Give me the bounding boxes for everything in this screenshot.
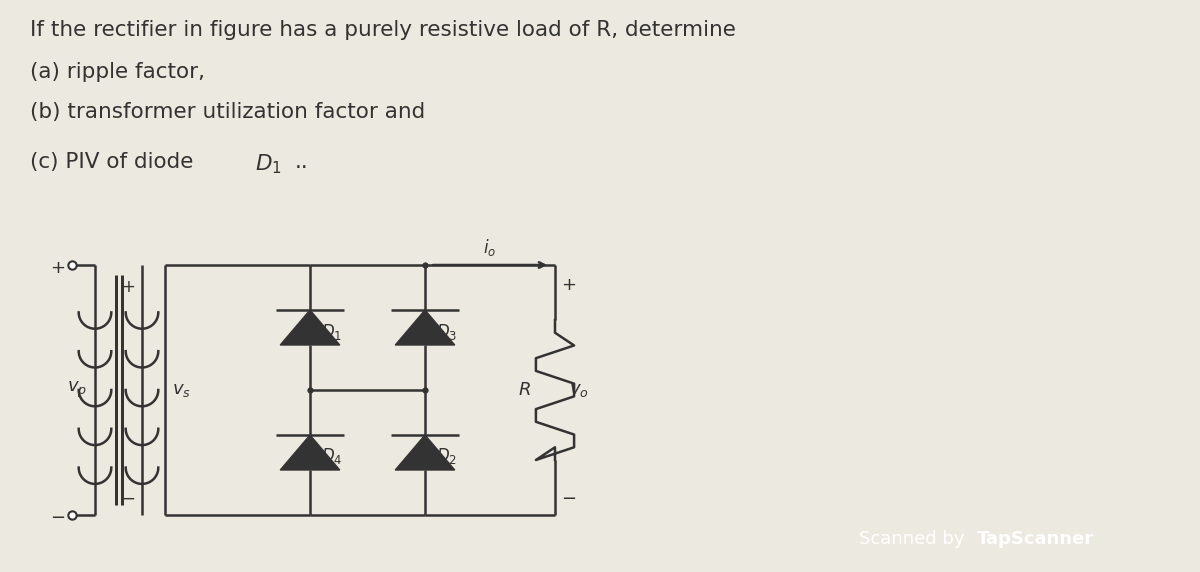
- Text: +: +: [121, 278, 134, 296]
- Text: $D_3$: $D_3$: [436, 321, 457, 341]
- Text: (b) transformer utilization factor and: (b) transformer utilization factor and: [30, 102, 425, 122]
- Text: −: −: [50, 509, 66, 527]
- Text: Scanned by: Scanned by: [859, 530, 970, 548]
- Text: R: R: [518, 381, 532, 399]
- Polygon shape: [281, 310, 340, 345]
- Text: $v_o$: $v_o$: [569, 381, 589, 399]
- Text: $v_s$: $v_s$: [172, 381, 191, 399]
- Text: $v_p$: $v_p$: [67, 380, 88, 400]
- Text: −: −: [562, 490, 576, 508]
- Text: If the rectifier in figure has a purely resistive load of R, determine: If the rectifier in figure has a purely …: [30, 20, 736, 40]
- Text: −: −: [121, 490, 134, 508]
- Text: (c) PIV of diode: (c) PIV of diode: [30, 152, 193, 172]
- Polygon shape: [395, 310, 455, 345]
- Text: $D_1$: $D_1$: [322, 321, 342, 341]
- Text: +: +: [50, 259, 66, 277]
- Text: $D_4$: $D_4$: [322, 447, 342, 467]
- Text: (a) ripple factor,: (a) ripple factor,: [30, 62, 205, 82]
- Polygon shape: [281, 435, 340, 470]
- Text: $D_2$: $D_2$: [436, 447, 457, 467]
- Text: TapScanner: TapScanner: [977, 530, 1094, 548]
- Text: $D_1$: $D_1$: [256, 152, 282, 176]
- Text: +: +: [562, 276, 576, 294]
- Polygon shape: [395, 435, 455, 470]
- Text: ..: ..: [295, 152, 308, 172]
- Text: $i_o$: $i_o$: [484, 236, 497, 257]
